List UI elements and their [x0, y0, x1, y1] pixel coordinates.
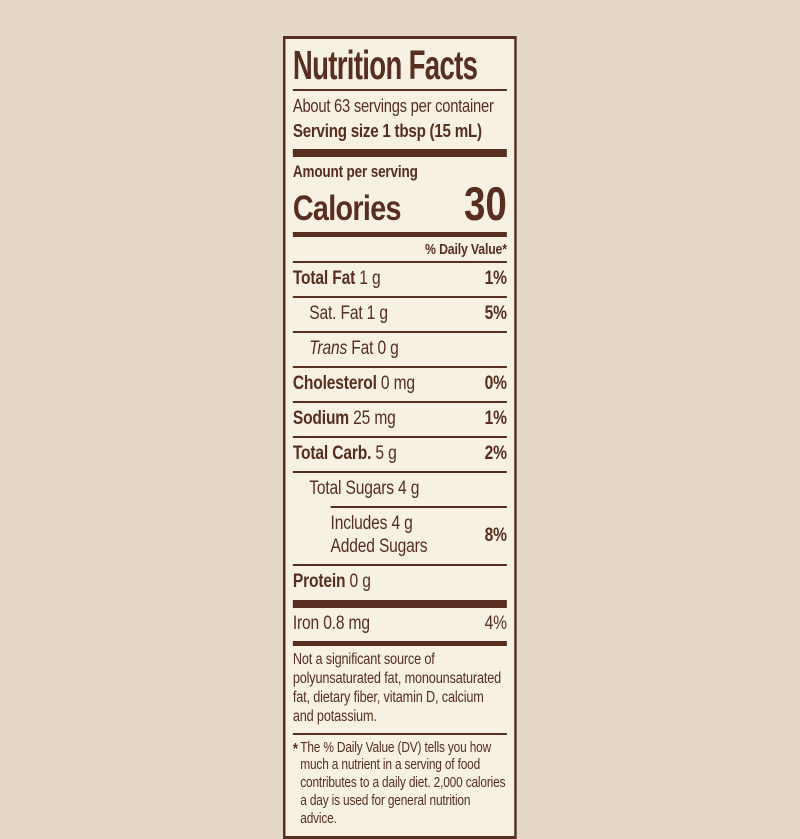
- divider: [292, 296, 507, 299]
- nutrient-row-sat-fat: Sat. Fat 1 g 5%: [293, 298, 507, 331]
- daily-value-header: % Daily Value*: [425, 241, 507, 259]
- calories-label: Calories: [292, 188, 402, 228]
- nutrient-row-iron: Iron 0.8 mg 4%: [293, 608, 507, 641]
- nutrient-name: Total Carb.: [292, 443, 372, 465]
- medium-divider: [292, 641, 507, 647]
- calories-value: 30: [463, 176, 507, 230]
- not-significant-note: Not a significant source of polyunsatura…: [292, 651, 502, 725]
- calories-row: Calories 30: [292, 176, 507, 230]
- nutrient-amount: 25 mg: [353, 408, 396, 430]
- nutrient-amount: 5 g: [375, 443, 397, 465]
- serving-size: Serving size 1 tbsp (15 mL): [292, 119, 482, 141]
- nutrient-amount: 4 g: [398, 478, 420, 500]
- daily-value-footnote: * The % Daily Value (DV) tells you how m…: [293, 740, 507, 828]
- nutrient-row-protein: Protein 0 g: [293, 566, 507, 600]
- footnote-text: The % Daily Value (DV) tells you how muc…: [300, 739, 506, 827]
- nutrient-amount: 0.8 mg: [323, 613, 370, 635]
- nutrient-name-italic: Trans: [309, 338, 348, 360]
- nutrition-facts-label: Nutrition Facts About 63 servings per co…: [283, 36, 517, 839]
- nutrient-amount: 0 g: [349, 571, 371, 593]
- daily-value: 1%: [484, 268, 507, 290]
- label-title: Nutrition Facts: [292, 42, 478, 88]
- divider: [292, 88, 507, 91]
- nutrient-name: Cholesterol: [292, 373, 377, 395]
- divider: [292, 471, 507, 474]
- nutrient-row-total-carb: Total Carb. 5 g 2%: [293, 438, 507, 471]
- nutrient-name: Iron: [292, 613, 320, 635]
- nutrient-name: Sodium: [292, 408, 349, 430]
- thick-divider: [292, 600, 507, 609]
- daily-value: 2%: [484, 443, 507, 465]
- divider: [292, 564, 507, 567]
- divider: [292, 401, 507, 404]
- divider-indented: [330, 506, 507, 509]
- thick-divider: [292, 148, 507, 157]
- nutrient-row-total-fat: Total Fat 1 g 1%: [293, 263, 507, 296]
- daily-value: 0%: [484, 373, 507, 395]
- nutrient-name: Total Fat: [292, 268, 356, 290]
- divider: [292, 436, 507, 439]
- nutrient-row-sodium: Sodium 25 mg 1%: [293, 403, 507, 436]
- servings-per-container: About 63 servings per container: [292, 95, 494, 116]
- medium-divider: [292, 232, 507, 238]
- nutrient-row-total-sugars: Total Sugars 4 g: [293, 473, 507, 506]
- nutrient-amount: Fat 0 g: [351, 338, 399, 360]
- divider: [292, 261, 507, 264]
- nutrient-name: Total Sugars: [309, 478, 394, 500]
- nutrient-row-added-sugars: Includes 4 g Added Sugars 8%: [293, 508, 507, 564]
- nutrient-name: Protein: [292, 571, 346, 593]
- divider: [292, 366, 507, 369]
- nutrient-amount: 1 g: [366, 303, 388, 325]
- daily-value: 5%: [484, 303, 507, 325]
- daily-value: 1%: [484, 408, 507, 430]
- added-sugars-line2: Added Sugars: [330, 535, 428, 557]
- nutrient-row-trans-fat: Trans Fat 0 g: [293, 333, 507, 366]
- asterisk-marker: *: [292, 740, 298, 758]
- divider: [292, 331, 507, 334]
- nutrient-row-cholesterol: Cholesterol 0 mg 0%: [293, 368, 507, 401]
- divider: [292, 732, 507, 735]
- daily-value: 4%: [484, 613, 507, 635]
- nutrient-amount: 0 mg: [380, 373, 415, 395]
- daily-value: 8%: [484, 524, 507, 546]
- nutrient-name: Sat. Fat: [309, 303, 363, 325]
- amount-per-serving-label: Amount per serving: [292, 162, 418, 181]
- added-sugars-line1: Includes 4 g: [330, 513, 413, 535]
- nutrient-amount: 1 g: [359, 268, 381, 290]
